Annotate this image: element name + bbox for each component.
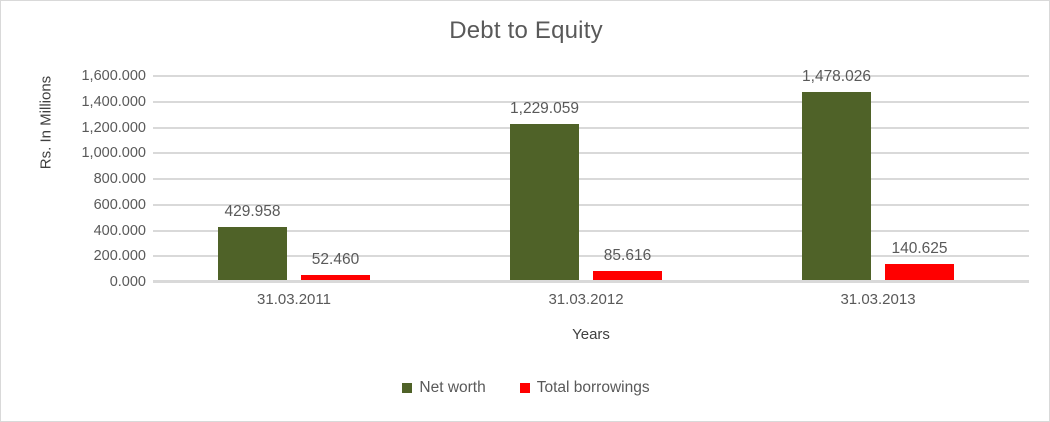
gridline: [153, 178, 1029, 180]
x-axis-category-label: 31.03.2013: [840, 291, 916, 308]
bar-value-label: 52.460: [311, 251, 360, 269]
bar-total-borrowings-31.03.2013[interactable]: [885, 263, 954, 282]
y-axis-tick-labels: 1,600.000 1,400.000 1,200.000 1,000.000 800.…: [41, 68, 146, 290]
y-axis-tick-label: 1,400.000: [81, 93, 146, 110]
bar-value-label: 429.958: [224, 202, 281, 220]
y-axis-tick-label: 1,600.000: [81, 68, 146, 84]
gridline: [153, 203, 1029, 206]
bar-value-label: 140.625: [891, 239, 948, 257]
y-axis-tick-label: 200.000: [93, 248, 146, 265]
legend-label: Total borrowings: [536, 379, 650, 396]
x-axis-category-label: 31.03.2011: [257, 291, 331, 308]
bar-net-worth-31.03.2011[interactable]: [218, 226, 287, 282]
legend-swatch-icon: [402, 383, 413, 393]
y-axis-tick-label: 1,200.000: [81, 119, 146, 136]
y-axis-tick-label: 600.000: [93, 196, 146, 213]
y-axis-tick-label: 400.000: [93, 222, 146, 239]
y-axis-tick-label: 1,000.000: [81, 145, 146, 162]
legend-item-net-worth[interactable]: Net worth: [402, 379, 486, 397]
x-axis-title: Years: [572, 326, 610, 343]
bar-value-label: 1,229.059: [510, 99, 579, 117]
y-axis-tick-label: 0.000: [109, 274, 146, 290]
bar-total-borrowings-31.03.2012[interactable]: [593, 270, 662, 282]
legend-swatch-icon: [519, 383, 530, 393]
plot-area[interactable]: 429.958 52.460 1,229.059 85.616 1,478.026 140…: [153, 68, 1029, 283]
gridline: [153, 126, 1029, 129]
bar-net-worth-31.03.2012[interactable]: [510, 123, 579, 282]
bar-total-borrowings-31.03.2011[interactable]: [301, 275, 370, 282]
bar-net-worth-31.03.2013[interactable]: [802, 91, 871, 282]
chart-legend[interactable]: Net worth Total borrowings: [1, 379, 1049, 397]
gridline: [153, 152, 1029, 155]
gridline: [153, 255, 1029, 258]
x-axis-category-labels: 31.03.2011 31.03.2012 31.03.2013: [153, 291, 1029, 315]
x-axis-category-label: 31.03.2012: [548, 291, 624, 308]
legend-label: Net worth: [419, 379, 486, 396]
gridline: [153, 100, 1029, 103]
bar-value-label: 85.616: [603, 246, 652, 264]
x-axis-line: [153, 280, 1029, 283]
legend-item-total-borrowings[interactable]: Total borrowings: [519, 379, 650, 397]
chart-title: Debt to Equity: [449, 17, 603, 44]
gridline: [153, 229, 1029, 232]
gridline: [153, 75, 1029, 77]
y-axis-tick-label: 800.000: [93, 171, 146, 187]
bar-value-label: 1,478.026: [802, 67, 871, 85]
